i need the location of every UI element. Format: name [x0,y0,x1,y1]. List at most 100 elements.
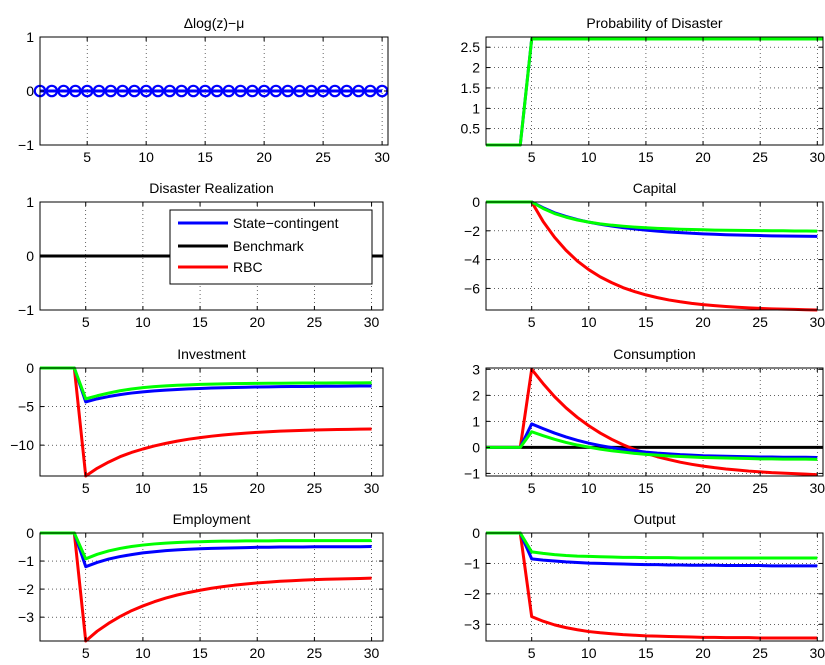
y-tick-label-investment: −10 [10,437,34,453]
data-point-dlogz [69,84,82,98]
x-tick-label-investment: 5 [82,480,90,496]
x-tick-label-prob-disaster: 15 [638,149,654,165]
y-tick-label-output: −3 [464,616,480,632]
legend-label-benchmark: Benchmark [233,238,305,254]
x-tick-label-output: 25 [752,645,768,661]
x-tick-label-employment: 20 [249,645,265,661]
y-tick-label-consumption: 3 [472,361,480,377]
data-point-dlogz [198,84,212,98]
x-tick-label-consumption: 15 [638,480,654,496]
axes-frame-output [485,532,824,642]
data-point-dlogz [293,84,306,98]
x-tick-label-capital: 15 [638,314,654,330]
plot-area-capital [486,202,823,310]
axes-frame-consumption [485,367,824,477]
data-point-dlogz [234,84,247,98]
panel-title-dlogz: Δlog(z)−μ [184,15,245,31]
x-tick-label-investment: 30 [364,480,380,496]
x-tick-label-dlogz: 5 [83,149,91,165]
y-tick-label-employment: −1 [18,553,34,569]
data-point-dlogz [210,84,224,98]
y-tick-label-dlogz: 0 [26,83,34,99]
series-rbc-consumption [486,367,818,477]
x-tick-label-disaster-realization: 10 [135,314,151,330]
y-tick-label-disaster-realization: 1 [26,194,34,210]
y-tick-label-output: 0 [472,525,480,541]
data-point-dlogz [116,84,129,98]
data-point-dlogz [257,84,271,98]
x-tick-label-consumption: 30 [809,480,825,496]
y-tick-label-capital: 0 [472,194,480,210]
legend: State−contingent Benchmark RBC [169,209,373,285]
series-green-output [486,531,818,560]
y-tick-label-output: −1 [464,555,480,571]
y-tick-label-dlogz: 1 [26,29,34,45]
panel-employment: 5 10 15 20 25 30 −3 −2 −1 0 Employment [18,511,384,661]
x-tick-label-output: 10 [581,645,597,661]
y-tick-label-employment: −2 [18,581,34,597]
x-tick-label-prob-disaster: 10 [581,149,597,165]
series-green-investment [40,366,372,401]
data-point-dlogz [352,84,365,98]
x-tick-label-dlogz: 10 [138,149,154,165]
y-tick-label-prob-disaster: 2 [472,60,480,76]
x-tick-label-output: 30 [809,645,825,661]
x-tick-label-employment: 15 [192,645,208,661]
x-tick-label-capital: 5 [528,314,536,330]
panel-consumption: 5 10 15 20 25 30 −1 0 1 2 3 Consumption [464,346,825,496]
data-point-dlogz [246,84,259,98]
y-tick-label-disaster-realization: 0 [26,248,34,264]
y-tick-label-consumption: 1 [472,413,480,429]
x-tick-label-consumption: 25 [752,480,768,496]
data-point-dlogz [57,84,70,98]
x-tick-label-disaster-realization: 30 [364,314,380,330]
y-tick-label-dlogz: −1 [18,137,34,153]
panel-title-disaster-realization: Disaster Realization [149,180,274,196]
x-tick-label-output: 20 [695,645,711,661]
data-point-dlogz [151,84,165,98]
x-tick-label-consumption: 5 [528,480,536,496]
x-tick-label-dlogz: 30 [374,149,390,165]
y-tick-label-capital: −2 [464,223,480,239]
x-tick-label-consumption: 10 [581,480,597,496]
legend-label-rbc: RBC [233,259,263,275]
y-tick-label-consumption: 2 [472,387,480,403]
data-point-dlogz [328,84,342,98]
y-tick-label-prob-disaster: 1 [472,100,480,116]
series-green-employment [40,531,372,561]
series-rbc-employment [40,531,372,643]
series-green-consumption [486,430,818,461]
x-tick-label-prob-disaster: 20 [695,149,711,165]
data-point-dlogz [340,84,354,98]
x-tick-label-output: 15 [638,645,654,661]
y-tick-label-employment: 0 [26,525,34,541]
series-rbc-output [486,531,818,640]
panel-prob-disaster: 5 10 15 20 25 30 0.5 1 1.5 2 2.5 Probability of Dis… [461,15,825,165]
y-tick-label-consumption: 0 [472,439,480,455]
data-point-dlogz [305,84,318,98]
y-tick-label-consumption: −1 [464,465,480,481]
series-state_contingent-output [486,531,818,568]
y-tick-label-prob-disaster: 0.5 [461,121,481,137]
axes-frame-prob-disaster [485,36,824,146]
x-tick-label-employment: 10 [135,645,151,661]
data-point-dlogz [163,84,177,98]
legend-label-state-contingent: State−contingent [233,215,339,231]
axes-frame-capital [485,201,824,311]
y-tick-label-investment: 0 [26,360,34,376]
panel-title-consumption: Consumption [613,346,696,362]
data-point-dlogz [364,84,377,98]
data-point-dlogz [45,84,59,98]
series-green-capital [486,200,818,233]
x-tick-label-prob-disaster: 30 [809,149,825,165]
x-tick-label-disaster-realization: 25 [307,314,323,330]
x-tick-label-investment: 10 [135,480,151,496]
x-tick-label-capital: 20 [695,314,711,330]
data-point-dlogz [139,84,153,98]
data-point-dlogz [281,84,295,98]
panel-title-employment: Employment [173,511,251,527]
panel-title-capital: Capital [633,180,677,196]
x-tick-label-output: 5 [528,645,536,661]
data-point-dlogz [316,84,330,98]
y-tick-label-output: −2 [464,586,480,602]
